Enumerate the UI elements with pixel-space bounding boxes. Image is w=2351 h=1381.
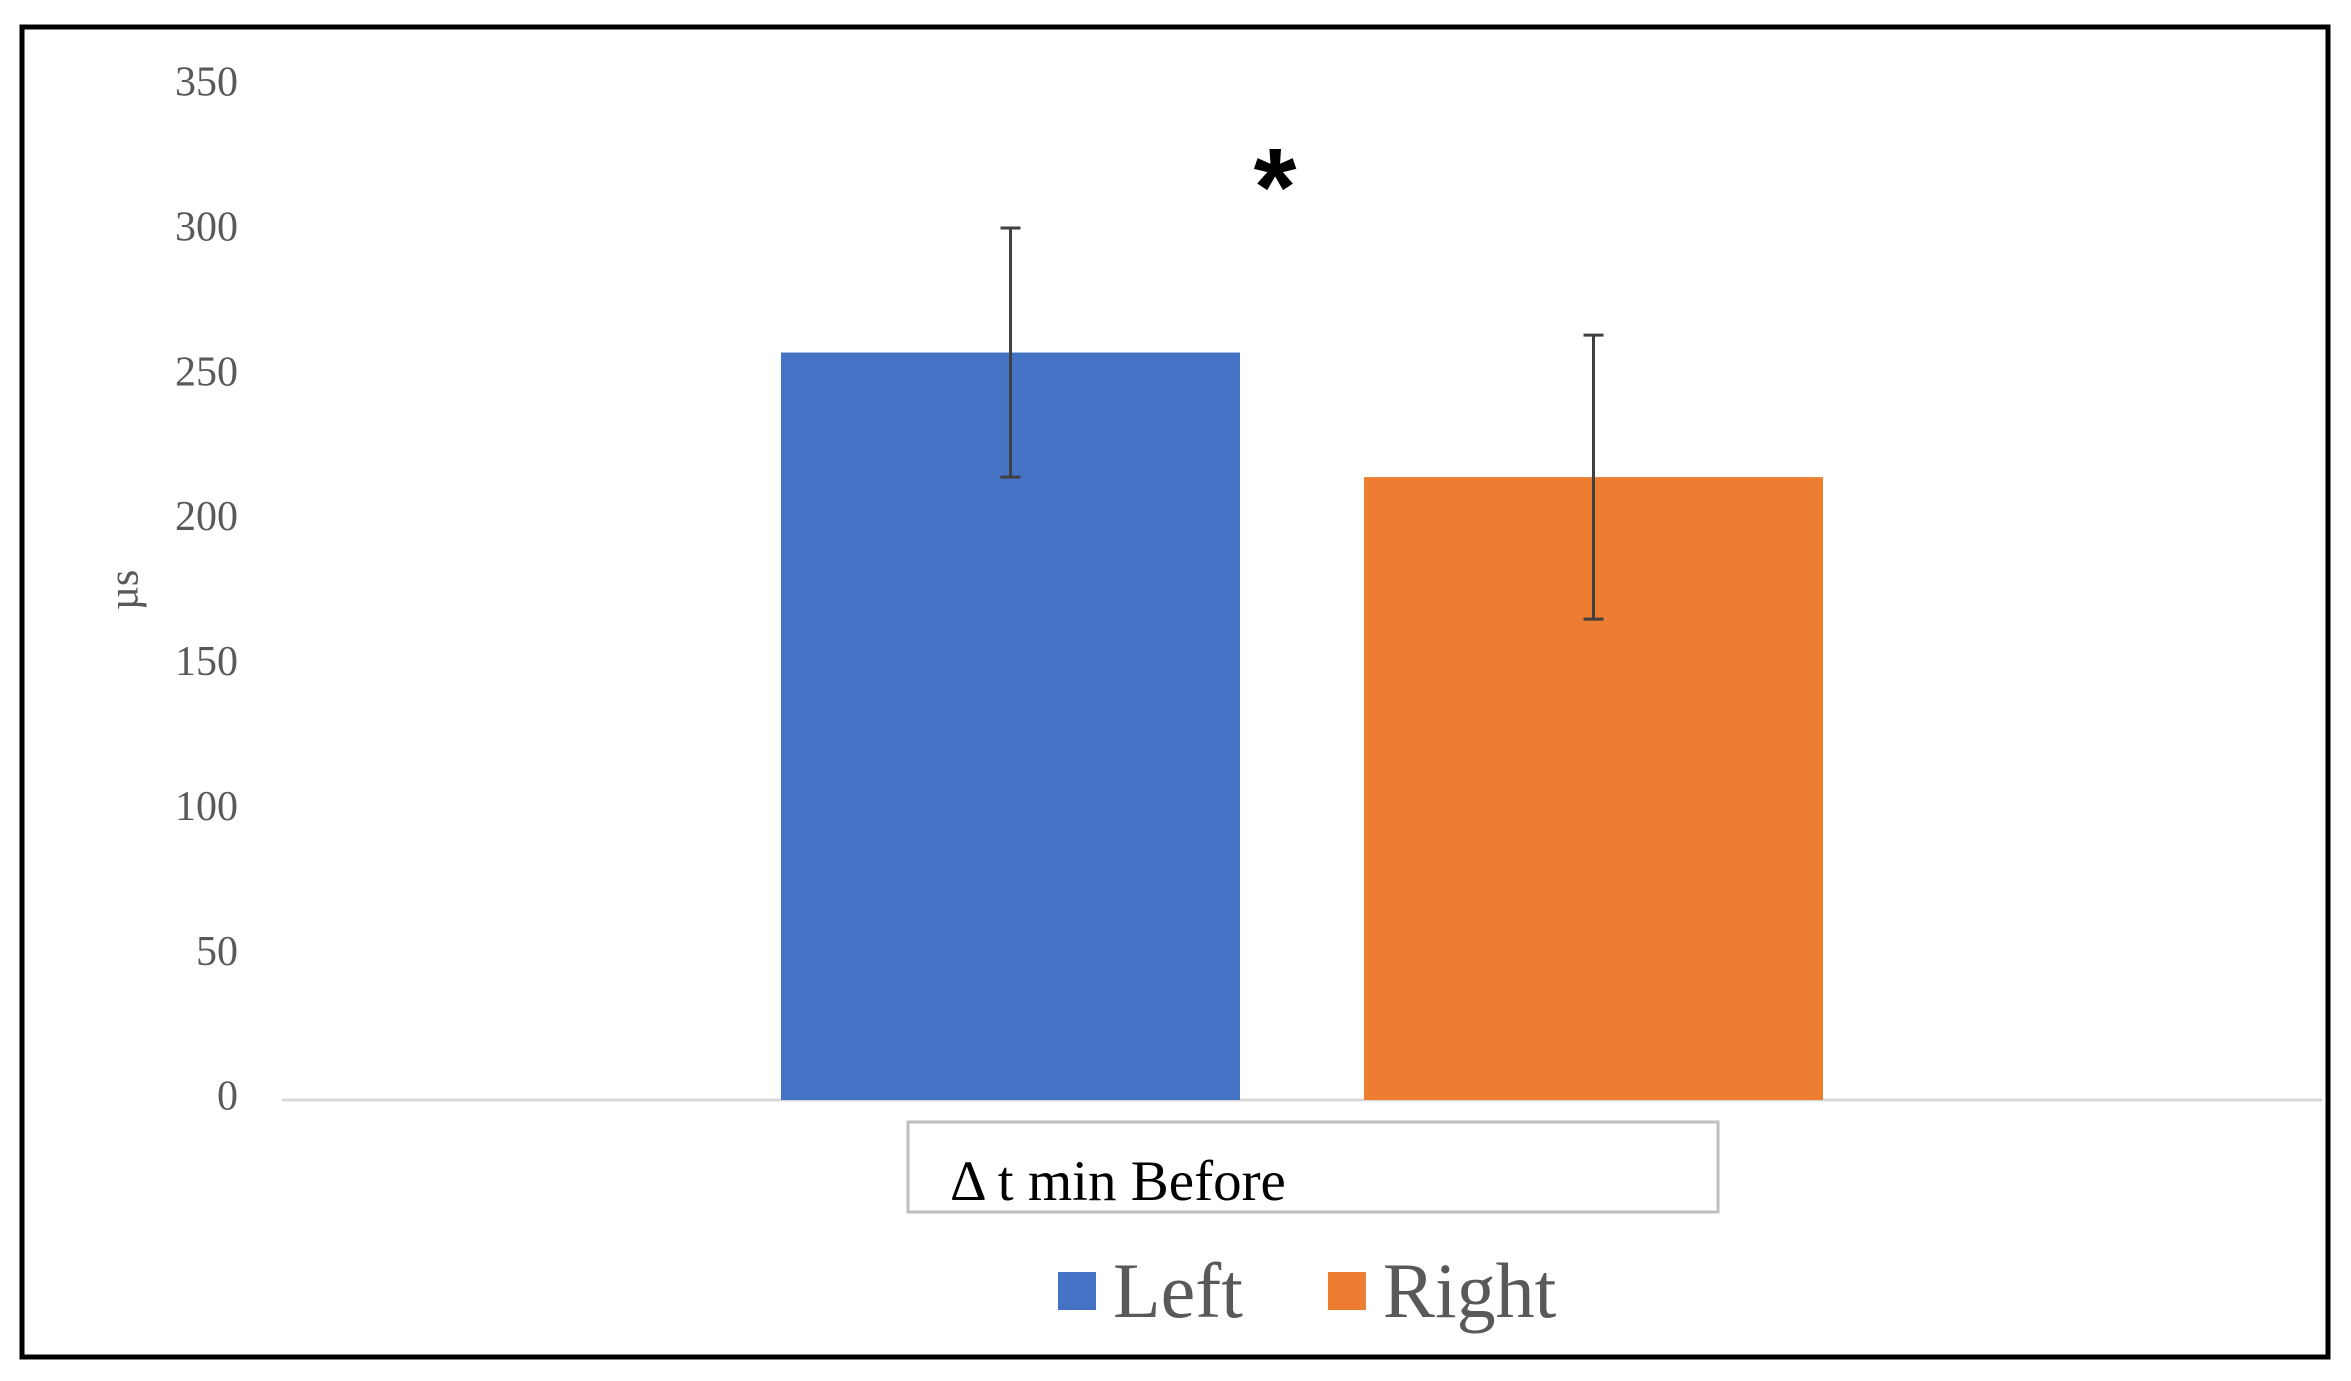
y-tick-label: 100 <box>175 784 238 830</box>
y-tick-label: 250 <box>175 349 238 395</box>
legend-label: Right <box>1383 1247 1557 1334</box>
legend-swatch <box>1327 1272 1366 1310</box>
category-box <box>906 1120 1720 1214</box>
y-tick-label: 300 <box>175 204 238 250</box>
y-tick-label: 350 <box>175 60 238 106</box>
legend-label: Left <box>1113 1247 1243 1334</box>
y-tick-label: 150 <box>175 639 238 685</box>
y-axis-label: µs <box>102 570 148 611</box>
legend-swatch <box>1058 1272 1096 1310</box>
y-tick-label: 200 <box>175 494 238 540</box>
y-tick-label: 0 <box>217 1074 238 1120</box>
y-tick-label: 50 <box>196 929 238 975</box>
x-tick-label: Δ t min Before <box>950 1150 1286 1213</box>
annotation: * <box>1254 126 1297 249</box>
